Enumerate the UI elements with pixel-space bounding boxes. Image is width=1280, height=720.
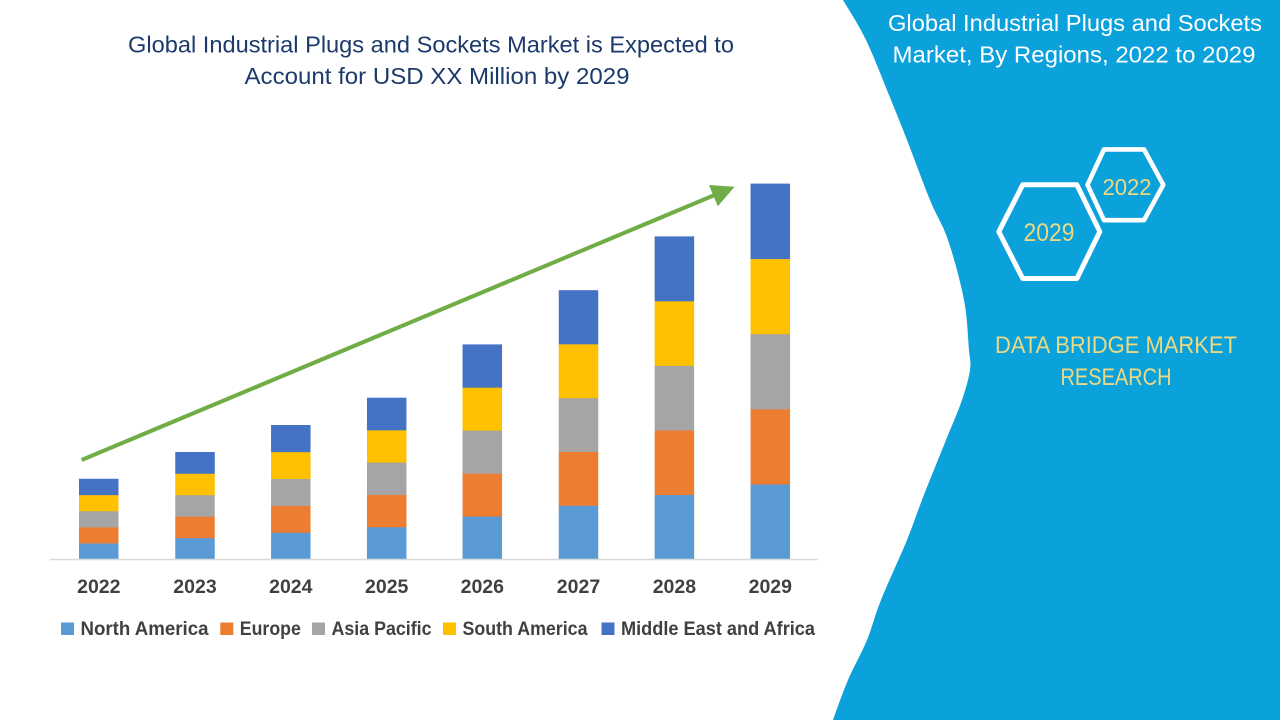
svg-text:South America: South America — [463, 619, 588, 640]
svg-text:Market, By Regions, 2022 to 20: Market, By Regions, 2022 to 2029 — [893, 41, 1256, 67]
svg-text:2024: 2024 — [269, 576, 313, 598]
svg-text:North America: North America — [81, 619, 209, 640]
svg-text:Asia Pacific: Asia Pacific — [332, 619, 432, 640]
svg-text:2022: 2022 — [1103, 174, 1152, 200]
svg-text:DATA BRIDGE MARKET: DATA BRIDGE MARKET — [995, 332, 1237, 359]
svg-text:Global Industrial Plugs and So: Global Industrial Plugs and Sockets Mark… — [128, 31, 734, 57]
svg-text:2022: 2022 — [77, 576, 121, 598]
svg-text:Account for USD XX Million by: Account for USD XX Million by 2029 — [245, 63, 630, 89]
svg-text:RESEARCH: RESEARCH — [1061, 364, 1172, 391]
svg-text:2029: 2029 — [749, 576, 793, 598]
svg-text:2026: 2026 — [461, 576, 505, 598]
svg-text:2029: 2029 — [1024, 219, 1075, 247]
svg-text:Europe: Europe — [240, 619, 301, 640]
svg-text:2028: 2028 — [653, 576, 697, 598]
svg-text:Global Industrial Plugs and So: Global Industrial Plugs and Sockets — [888, 10, 1262, 36]
svg-text:Middle East and Africa: Middle East and Africa — [621, 619, 815, 640]
svg-text:2025: 2025 — [365, 576, 409, 598]
svg-text:2027: 2027 — [557, 576, 600, 598]
svg-text:2023: 2023 — [173, 576, 217, 598]
